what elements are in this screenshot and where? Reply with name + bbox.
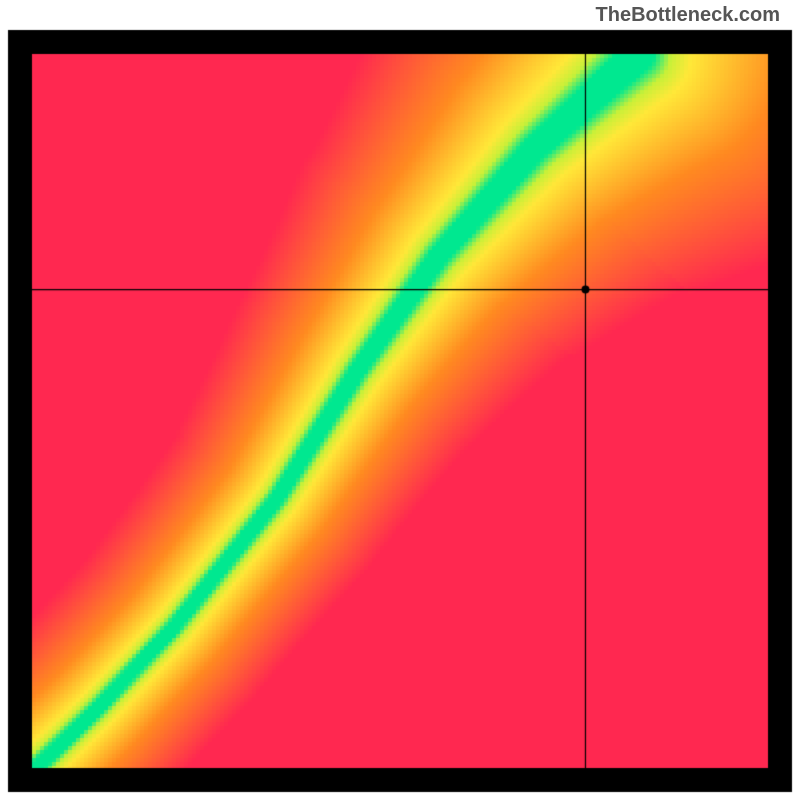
bottleneck-heatmap (0, 0, 800, 800)
watermark-text: TheBottleneck.com (596, 4, 780, 27)
chart-container: TheBottleneck.com (0, 0, 800, 800)
